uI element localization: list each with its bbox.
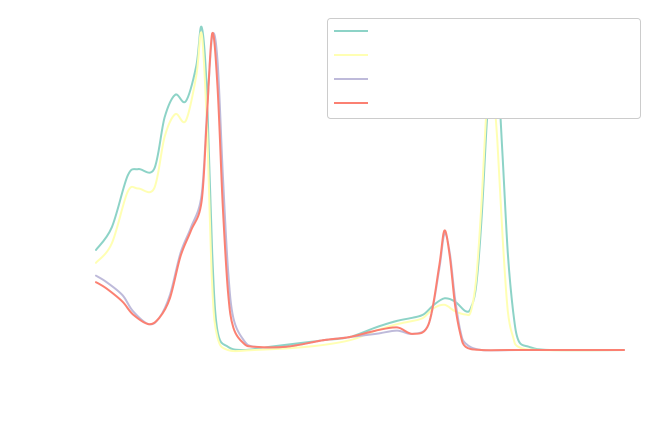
series-line-2 — [95, 31, 625, 353]
legend-entries — [334, 30, 368, 104]
legend-box — [327, 18, 641, 119]
legend — [327, 18, 641, 119]
series-line-1 — [95, 25, 625, 352]
series-layer — [95, 25, 625, 353]
series-line-4 — [95, 31, 625, 352]
